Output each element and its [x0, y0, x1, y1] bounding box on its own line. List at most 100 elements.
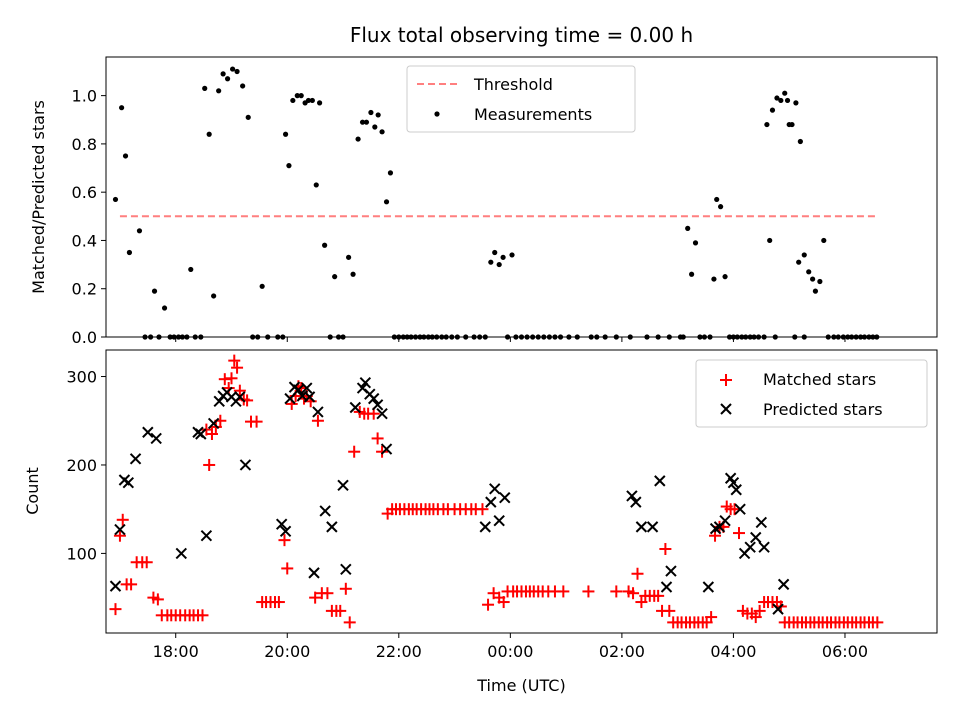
matched-star-point	[659, 542, 672, 555]
matched-star-point	[482, 598, 495, 611]
matched-star-point	[871, 616, 884, 629]
counts-y-tick-label: 300	[66, 368, 97, 387]
predicted-star-point	[750, 531, 762, 544]
predicted-star-point	[489, 483, 501, 495]
measurement-point	[796, 259, 802, 265]
predicted-star-point	[239, 459, 252, 471]
counts-x-tick-label: 00:00	[487, 642, 533, 661]
counts-x-ticks: 18:00 20:00 22:00 00:00 02:00 04:00 06:00	[153, 633, 868, 661]
matched-star-point	[205, 428, 218, 441]
ratio-legend: Threshold Measurements	[406, 65, 636, 133]
predicted-star-point	[142, 426, 154, 438]
matched-star-point	[631, 567, 644, 580]
matched-star-point	[476, 503, 489, 516]
predicted-star-point	[665, 565, 677, 577]
matched-star-point	[140, 556, 153, 569]
counts-y-tick-label: 200	[66, 456, 97, 475]
measurement-point	[784, 97, 791, 104]
matched-star-point	[635, 596, 648, 609]
ratio-y-tick-label: 0.0	[72, 328, 97, 347]
counts-legend: Matched stars Predicted stars	[695, 359, 928, 428]
counts-x-tick-label: 04:00	[710, 642, 756, 661]
measurement-point	[500, 254, 506, 260]
measurement-point	[488, 259, 494, 265]
predicted-star-point	[129, 453, 142, 465]
matched-star-point	[371, 432, 384, 445]
matched-star-point	[272, 596, 285, 609]
measurement-point	[240, 83, 246, 89]
measurement-point	[363, 119, 370, 125]
measurement-point	[230, 66, 236, 72]
measurement-point	[718, 204, 724, 210]
matched-star-point	[582, 585, 595, 598]
counts-y-tick-label: 100	[66, 544, 97, 563]
matched-star-point	[557, 585, 570, 598]
predicted-star-point	[303, 391, 316, 403]
predicted-star-point	[349, 401, 362, 414]
measurement-point	[294, 93, 300, 99]
measurement-point	[112, 196, 119, 203]
measurement-point	[689, 271, 695, 277]
matched-star-point	[321, 587, 334, 600]
measurement-point	[161, 305, 168, 311]
measurement-point	[372, 124, 378, 130]
ratio-axes-frame	[105, 56, 938, 338]
predicted-legend-label: Predicted stars	[763, 400, 883, 419]
counts-legend-box	[695, 359, 928, 428]
measurement-point	[383, 199, 390, 205]
predicted-star-point	[109, 580, 122, 592]
measurements-legend-label: Measurements	[474, 105, 592, 124]
matched-star-point	[652, 589, 665, 602]
measurement-point	[767, 237, 773, 244]
predicted-star-point	[359, 377, 372, 389]
measurement-point	[136, 228, 143, 234]
measurement-point	[774, 95, 780, 101]
measurement-point	[375, 112, 381, 118]
predicted-star-point	[758, 541, 770, 553]
matched-star-point	[225, 372, 238, 385]
measurement-point	[714, 196, 720, 203]
predicted-star-point	[292, 384, 305, 396]
matched-star-point	[113, 529, 126, 542]
predicted-star-point	[719, 514, 731, 527]
predicted-star-point	[727, 476, 740, 489]
predicted-star-point	[195, 428, 207, 440]
measurement-point	[817, 278, 823, 285]
measurement-point	[368, 109, 374, 116]
measurement-point	[711, 276, 717, 282]
matched-star-point	[311, 414, 324, 427]
measurement-point	[764, 121, 770, 128]
predicted-star-point	[234, 391, 246, 403]
measurement-point	[309, 97, 315, 104]
ratio-y-tick-label: 0.2	[72, 280, 97, 299]
predicted-star-point	[777, 578, 790, 591]
counts-panel: 100 200 300 18:00 20:00 22:00 00:00 02:00 04:00…	[23, 349, 938, 695]
measurement-point	[220, 71, 226, 77]
matched-legend-swatch	[720, 374, 732, 386]
matched-star-point	[610, 585, 623, 598]
counts-x-tick-label: 18:00	[153, 642, 199, 661]
matched-star-point	[109, 603, 122, 616]
predicted-star-point	[380, 443, 393, 455]
predicted-star-point	[646, 521, 659, 533]
measurement-point	[387, 170, 394, 176]
ratio-x-ticks	[175, 337, 846, 342]
measurement-point	[355, 136, 361, 142]
matched-star-point	[627, 587, 640, 600]
measurement-point	[313, 182, 319, 188]
measurement-point	[224, 76, 231, 82]
measurement-point	[801, 252, 807, 258]
ratio-y-ticks: 0.0 0.2 0.4 0.6 0.8 1.0	[72, 87, 106, 347]
counts-y-ticks: 100 200 300	[66, 368, 106, 563]
predicted-star-point	[326, 521, 338, 533]
counts-y-axis-title: Count	[23, 467, 42, 515]
counts-x-tick-label: 06:00	[822, 642, 868, 661]
predicted-star-point	[479, 521, 491, 533]
measurement-point	[782, 90, 788, 96]
measurement-point	[298, 93, 304, 99]
predicted-legend-swatch	[720, 403, 732, 415]
measurement-point	[216, 88, 222, 94]
predicted-star-point	[702, 581, 715, 593]
ratio-y-tick-label: 0.8	[72, 135, 97, 154]
